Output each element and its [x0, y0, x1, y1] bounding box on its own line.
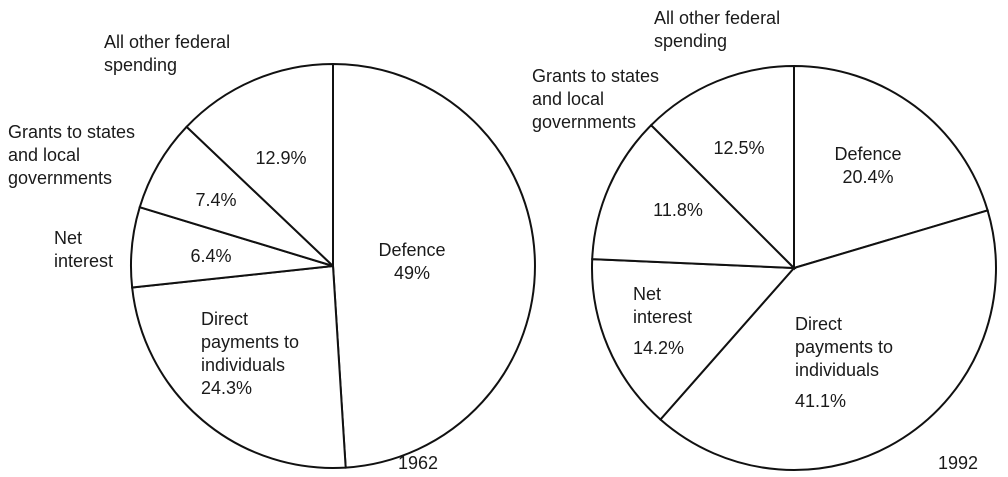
pie-1962-slice-all-other-federal-spending: [185, 62, 334, 269]
pie-1992-name-grants-to-states-and-local-governments: Grants to states and local governments: [532, 66, 659, 132]
pie-1962-year-label: 1962: [398, 453, 438, 473]
pie-1962-name-net-interest: Net interest: [54, 228, 113, 271]
pie-1962-slice-defence: [332, 62, 536, 469]
pie-1992-name-all-other-federal-spending: All other federal spending: [654, 8, 780, 51]
pie-1992-value-net-interest: 14.2%: [633, 338, 684, 358]
pie-1962-slice-direct-payments-to-individuals: [131, 264, 347, 469]
pie-1992-year-label: 1992: [938, 453, 978, 473]
pie-1992-slice-defence: [793, 64, 989, 270]
pie-1992-value-defence: 20.4%: [842, 167, 893, 187]
pie-1992-name-defence: Defence: [834, 144, 901, 164]
pie-1992-slice-grants-to-states-and-local-governments: [591, 123, 797, 270]
pie-1992-name-net-interest: Net interest: [633, 284, 692, 327]
pie-1992-value-grants-to-states-and-local-governments: 11.8%: [653, 200, 703, 220]
pie-1962-value-all-other-federal-spending: 12.9%: [255, 148, 306, 168]
pie-1962-name-grants-to-states-and-local-governments: Grants to states and local governments: [8, 122, 135, 188]
pie-1962-value-net-interest: 6.4%: [190, 246, 231, 266]
pie-1992-value-direct-payments-to-individuals: 41.1%: [795, 391, 846, 411]
pie-1962-name-direct-payments-to-individuals: Direct payments to individuals: [201, 309, 299, 375]
pie-1962-value-grants-to-states-and-local-governments: 7.4%: [195, 190, 236, 210]
pie-1962-name-all-other-federal-spending: All other federal spending: [104, 32, 230, 75]
pie-1992-slice-direct-payments-to-individuals: [659, 209, 997, 471]
pie-1962-value-defence: 49%: [394, 263, 430, 283]
pie-1992-name-direct-payments-to-individuals: Direct payments to individuals: [795, 314, 893, 380]
pie-1992-slice-all-other-federal-spending: [649, 64, 795, 271]
pie-1992-slice-net-interest: [591, 258, 797, 421]
pie-1962-value-direct-payments-to-individuals: 24.3%: [201, 378, 252, 398]
pie-1962-name-defence: Defence: [378, 240, 445, 260]
pie-1992-value-all-other-federal-spending: 12.5%: [713, 138, 764, 158]
